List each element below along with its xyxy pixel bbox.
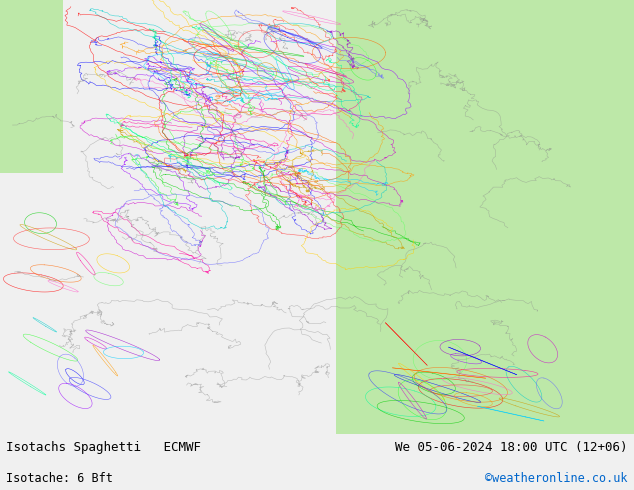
Text: Isotachs Spaghetti   ECMWF: Isotachs Spaghetti ECMWF	[6, 441, 202, 454]
Polygon shape	[336, 0, 634, 434]
Text: We 05-06-2024 18:00 UTC (12+06): We 05-06-2024 18:00 UTC (12+06)	[395, 441, 628, 454]
Text: Isotache: 6 Bft: Isotache: 6 Bft	[6, 472, 113, 485]
Text: ©weatheronline.co.uk: ©weatheronline.co.uk	[485, 472, 628, 485]
Polygon shape	[0, 0, 63, 173]
